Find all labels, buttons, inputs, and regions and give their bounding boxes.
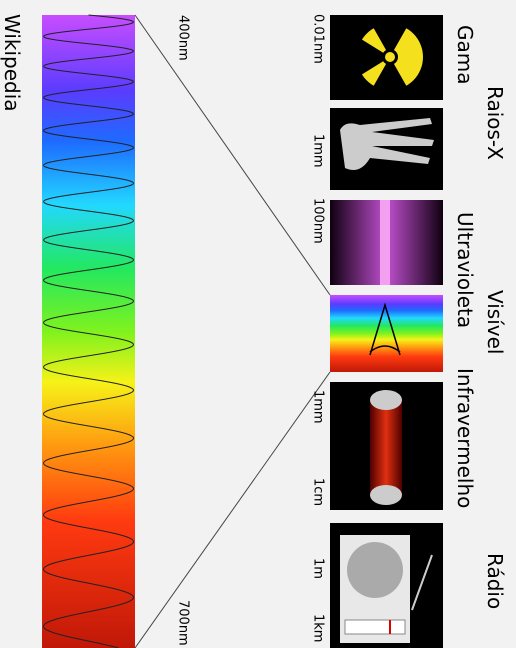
zoom-line xyxy=(135,372,330,648)
credit: Wikipedia xyxy=(0,14,24,112)
radio-icon xyxy=(330,523,443,648)
visible-icon xyxy=(330,295,443,372)
scale-label: 1km xyxy=(311,614,326,642)
scale-label: 0.01nm xyxy=(311,14,326,64)
spectrum-diagram: GamaRaios-X UltravioletaVisívelInfraverme… xyxy=(0,0,516,648)
scale-label: 1mm xyxy=(311,390,326,424)
xray-icon xyxy=(330,108,443,190)
scale-label: 100nm xyxy=(311,198,326,244)
zoom-line xyxy=(135,15,330,295)
wavelength-label: 400nm xyxy=(176,15,191,61)
infrared-icon xyxy=(330,382,443,510)
band-label: Ultravioleta xyxy=(453,212,477,328)
gamma-icon xyxy=(330,15,443,100)
band-label: Visível xyxy=(483,290,507,354)
band-label: Rádio xyxy=(483,553,507,609)
wavelength-label: 700nm xyxy=(176,600,191,646)
uv-icon xyxy=(330,200,443,285)
scale-label: 1mm xyxy=(311,134,326,168)
scale-label: 1m xyxy=(311,558,326,579)
band-label: Gama xyxy=(453,25,477,85)
band-label: Infravermelho xyxy=(453,368,477,508)
scale-label: 1cm xyxy=(311,478,326,506)
band-label: Raios-X xyxy=(483,86,507,160)
